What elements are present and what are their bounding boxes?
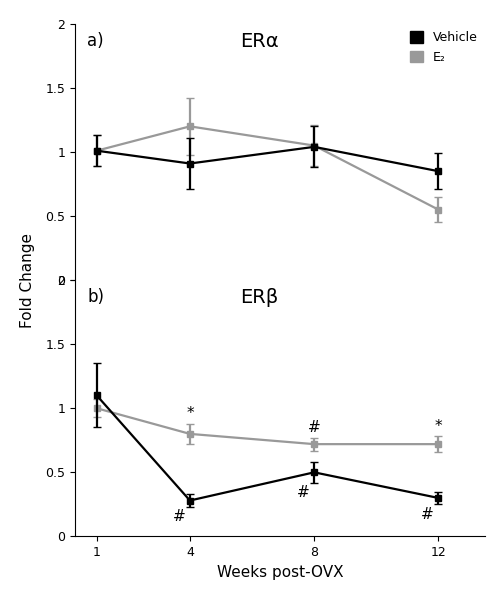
Text: #: # [308,420,320,435]
Text: #: # [172,510,186,524]
Text: *: * [434,419,442,434]
Text: Fold Change: Fold Change [20,232,35,328]
Text: #: # [421,507,434,522]
Text: b): b) [88,288,104,306]
Text: #: # [297,485,310,500]
X-axis label: Weeks post-OVX: Weeks post-OVX [216,564,344,580]
Legend: Vehicle, E₂: Vehicle, E₂ [405,26,482,69]
Text: ERα: ERα [240,32,279,51]
Text: ERβ: ERβ [240,288,279,307]
Text: a): a) [88,32,104,49]
Text: *: * [186,406,194,421]
